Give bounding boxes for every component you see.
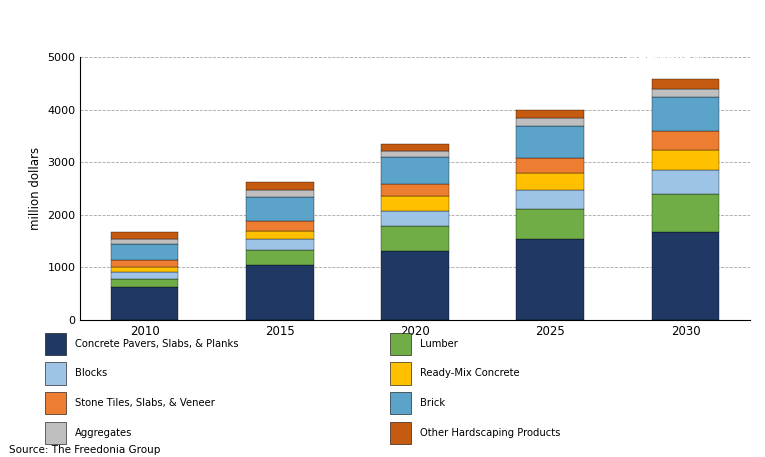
- Bar: [516, 118, 584, 126]
- Bar: [381, 151, 449, 157]
- Bar: [516, 209, 584, 239]
- Text: Figure 5-1 | Hardscaping Demand by Product, 2010 – 2030 (million dollars): Figure 5-1 | Hardscaping Demand by Produ…: [9, 19, 436, 29]
- Text: Other Hardscaping Products: Other Hardscaping Products: [420, 428, 560, 438]
- Text: Brick: Brick: [420, 398, 444, 408]
- Text: Stone Tiles, Slabs, & Veneer: Stone Tiles, Slabs, & Veneer: [75, 398, 215, 408]
- Bar: [516, 110, 584, 118]
- Bar: [381, 184, 449, 197]
- Bar: [111, 267, 178, 272]
- Bar: [652, 149, 719, 170]
- Bar: [381, 197, 449, 211]
- Bar: [381, 211, 449, 226]
- Bar: [111, 287, 178, 320]
- Bar: [246, 250, 314, 265]
- Bar: [652, 89, 719, 96]
- Bar: [652, 170, 719, 194]
- Text: Source: The Freedonia Group: Source: The Freedonia Group: [9, 445, 161, 455]
- Bar: [246, 221, 314, 231]
- Bar: [246, 190, 314, 197]
- Text: Aggregates: Aggregates: [75, 428, 132, 438]
- Bar: [111, 260, 178, 267]
- Text: Ready-Mix Concrete: Ready-Mix Concrete: [420, 368, 519, 378]
- Bar: [246, 239, 314, 250]
- Y-axis label: million dollars: million dollars: [29, 147, 42, 230]
- Bar: [652, 131, 719, 149]
- Bar: [516, 173, 584, 190]
- Bar: [45, 333, 67, 355]
- Bar: [381, 144, 449, 151]
- Text: Freedonia®: Freedonia®: [627, 51, 704, 64]
- Bar: [652, 194, 719, 232]
- Bar: [652, 232, 719, 320]
- Bar: [246, 265, 314, 320]
- Bar: [111, 239, 178, 244]
- Bar: [246, 182, 314, 190]
- Bar: [381, 250, 449, 320]
- Bar: [111, 244, 178, 260]
- Bar: [390, 333, 412, 355]
- Text: Concrete Pavers, Slabs, & Planks: Concrete Pavers, Slabs, & Planks: [75, 339, 239, 349]
- Bar: [246, 197, 314, 221]
- Bar: [45, 362, 67, 384]
- Bar: [45, 421, 67, 444]
- Bar: [652, 96, 719, 131]
- Text: Lumber: Lumber: [420, 339, 457, 349]
- Bar: [390, 392, 412, 414]
- Bar: [246, 231, 314, 239]
- Bar: [516, 126, 584, 158]
- Bar: [516, 158, 584, 173]
- Bar: [111, 233, 178, 239]
- Bar: [381, 157, 449, 184]
- Bar: [516, 190, 584, 209]
- Bar: [111, 279, 178, 287]
- Text: Blocks: Blocks: [75, 368, 107, 378]
- Bar: [111, 272, 178, 279]
- Bar: [381, 226, 449, 250]
- Bar: [390, 421, 412, 444]
- Bar: [45, 392, 67, 414]
- Bar: [516, 239, 584, 320]
- Bar: [390, 362, 412, 384]
- Bar: [652, 79, 719, 89]
